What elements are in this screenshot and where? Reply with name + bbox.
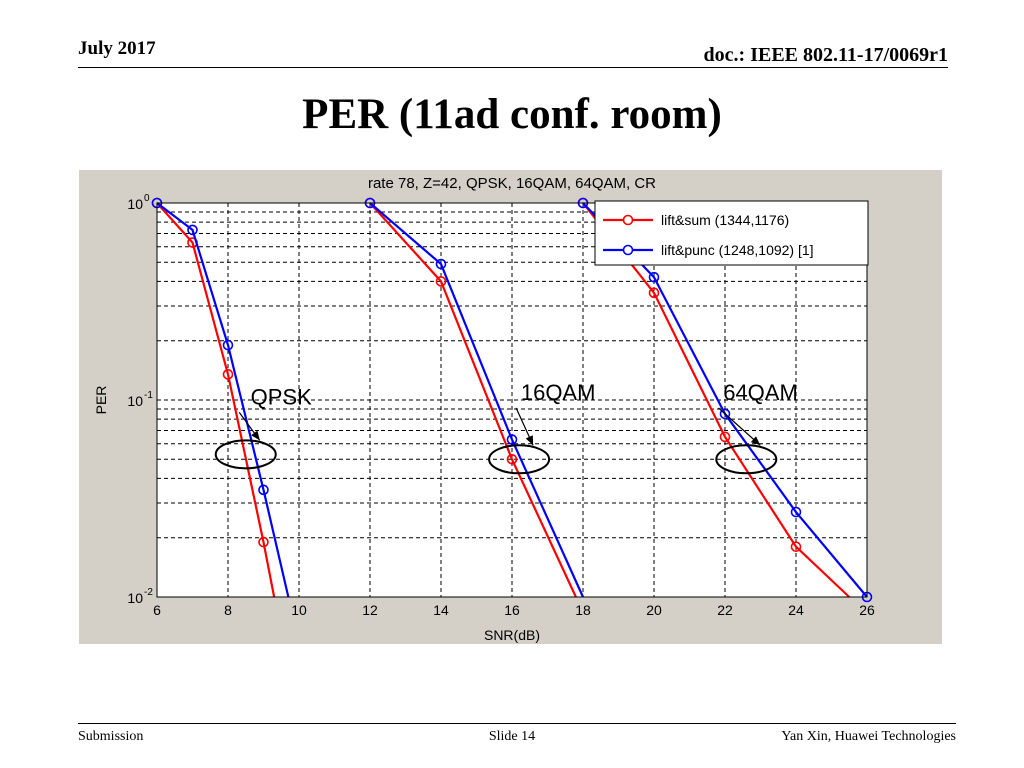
x-tick-label: 20 bbox=[646, 602, 662, 618]
data-point bbox=[506, 454, 518, 465]
data-point bbox=[435, 258, 447, 270]
y-axis-label: PER bbox=[93, 386, 109, 415]
annotation-label: 64QAM bbox=[723, 380, 798, 405]
x-tick-label: 12 bbox=[362, 602, 378, 618]
annotations: QPSK 16QAM 64QAM bbox=[214, 380, 798, 475]
data-point bbox=[222, 339, 234, 351]
series-line-1 bbox=[369, 202, 577, 598]
y-tick-exponent: -1 bbox=[144, 390, 153, 401]
x-tick-label: 14 bbox=[433, 602, 449, 618]
x-tick-label: 18 bbox=[575, 602, 591, 618]
x-tick-label: 22 bbox=[717, 602, 733, 618]
per-figure: QPSK 16QAM 64QAM 6 8 10 12 14 16 18 20 22 24 26 10 0 10… bbox=[79, 170, 942, 644]
annotation-arrow bbox=[718, 407, 761, 446]
highlight-ellipse bbox=[715, 444, 778, 475]
annotation-label: 16QAM bbox=[521, 380, 596, 405]
x-tick-label: 8 bbox=[224, 602, 232, 618]
legend-items: lift&sum (1344,1176) lift&punc (1248,1092… bbox=[603, 212, 814, 258]
annotation-label: QPSK bbox=[251, 384, 312, 409]
legend-label: lift&sum (1344,1176) bbox=[661, 212, 789, 228]
arrowhead bbox=[750, 436, 761, 446]
footer-slide-number: Slide 14 bbox=[488, 729, 536, 744]
series-line-1 bbox=[156, 202, 276, 598]
data-point bbox=[719, 431, 731, 443]
y-tick-exponent: -2 bbox=[144, 587, 153, 598]
footer-submission: Submission bbox=[78, 729, 144, 744]
plot-frame bbox=[156, 202, 868, 598]
x-tick-label: 6 bbox=[153, 602, 161, 618]
legend-label: lift&punc (1248,1092) [1] bbox=[661, 242, 814, 258]
y-tick-label: 10 bbox=[127, 590, 143, 606]
highlight-ellipse bbox=[488, 444, 551, 475]
data-point bbox=[790, 541, 802, 553]
footer-author: Yan Xin, Huawei Technologies bbox=[781, 729, 956, 744]
legend: lift&sum (1344,1176) lift&punc (1248,1092… bbox=[594, 200, 869, 266]
data-point bbox=[258, 484, 269, 496]
data-point bbox=[648, 287, 660, 299]
data-point bbox=[258, 536, 269, 548]
highlight-ellipse bbox=[214, 439, 277, 470]
x-tick-label: 26 bbox=[859, 602, 875, 618]
data-point bbox=[435, 276, 447, 287]
arrowhead bbox=[251, 430, 260, 441]
data-point bbox=[506, 434, 518, 445]
y-tick-label: 10 bbox=[127, 393, 143, 409]
data-point bbox=[719, 408, 731, 420]
footer-rule bbox=[78, 723, 956, 724]
arrowhead bbox=[525, 435, 534, 446]
header-date: July 2017 bbox=[78, 38, 156, 59]
legend-swatch-marker bbox=[622, 244, 634, 256]
y-tick-label: 10 bbox=[127, 196, 143, 212]
series-line-2 bbox=[156, 202, 290, 598]
data-point bbox=[648, 271, 660, 283]
x-axis-label: SNR(dB) bbox=[484, 627, 540, 643]
data-point bbox=[222, 369, 234, 380]
series-line-2 bbox=[369, 202, 585, 598]
header-doc-id: doc.: IEEE 802.11-17/0069r1 bbox=[703, 44, 948, 66]
header-rule bbox=[78, 67, 948, 68]
chart-title: rate 78, Z=42, QPSK, 16QAM, 64QAM, CR bbox=[368, 175, 656, 192]
x-tick-label: 10 bbox=[291, 602, 307, 618]
slide-title: PER (11ad conf. room) bbox=[302, 91, 722, 138]
y-tick-exponent: 0 bbox=[144, 193, 150, 204]
x-tick-label: 16 bbox=[504, 602, 520, 618]
data-point bbox=[187, 224, 198, 236]
legend-swatch-marker bbox=[622, 214, 634, 226]
x-tick-label: 24 bbox=[788, 602, 804, 618]
legend-box bbox=[594, 200, 869, 266]
data-point bbox=[790, 506, 802, 518]
